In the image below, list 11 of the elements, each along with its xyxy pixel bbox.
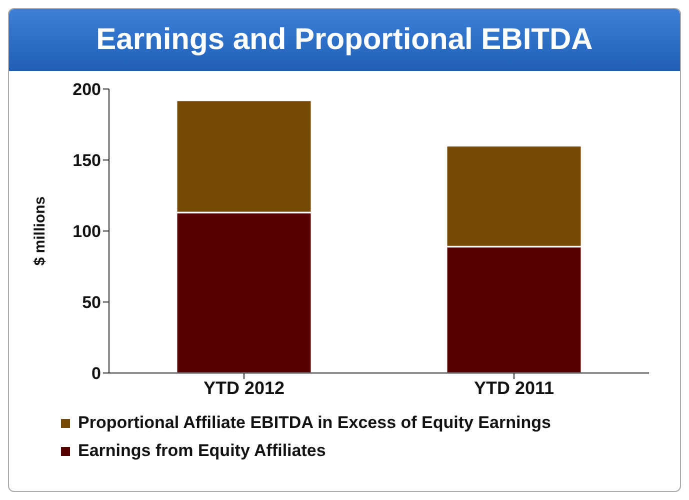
legend-label: Earnings from Equity Affiliates (77, 440, 327, 462)
x-tick-label: YTD 2012 (203, 378, 285, 398)
y-tick-label: 200 (72, 80, 101, 100)
legend-label: Proportional Affiliate EBITDA in Excess of Equity Earnings (77, 412, 552, 434)
y-tick-label: 100 (72, 222, 101, 242)
y-tick-label: 0 (92, 364, 101, 384)
y-tick-label: 50 (82, 293, 101, 312)
chart-title: Earnings and Proportional EBITDA (9, 9, 680, 71)
y-axis-title: $ millions (31, 196, 48, 266)
x-tick-label: YTD 2011 (474, 378, 554, 398)
y-tick-label: 150 (72, 151, 101, 170)
